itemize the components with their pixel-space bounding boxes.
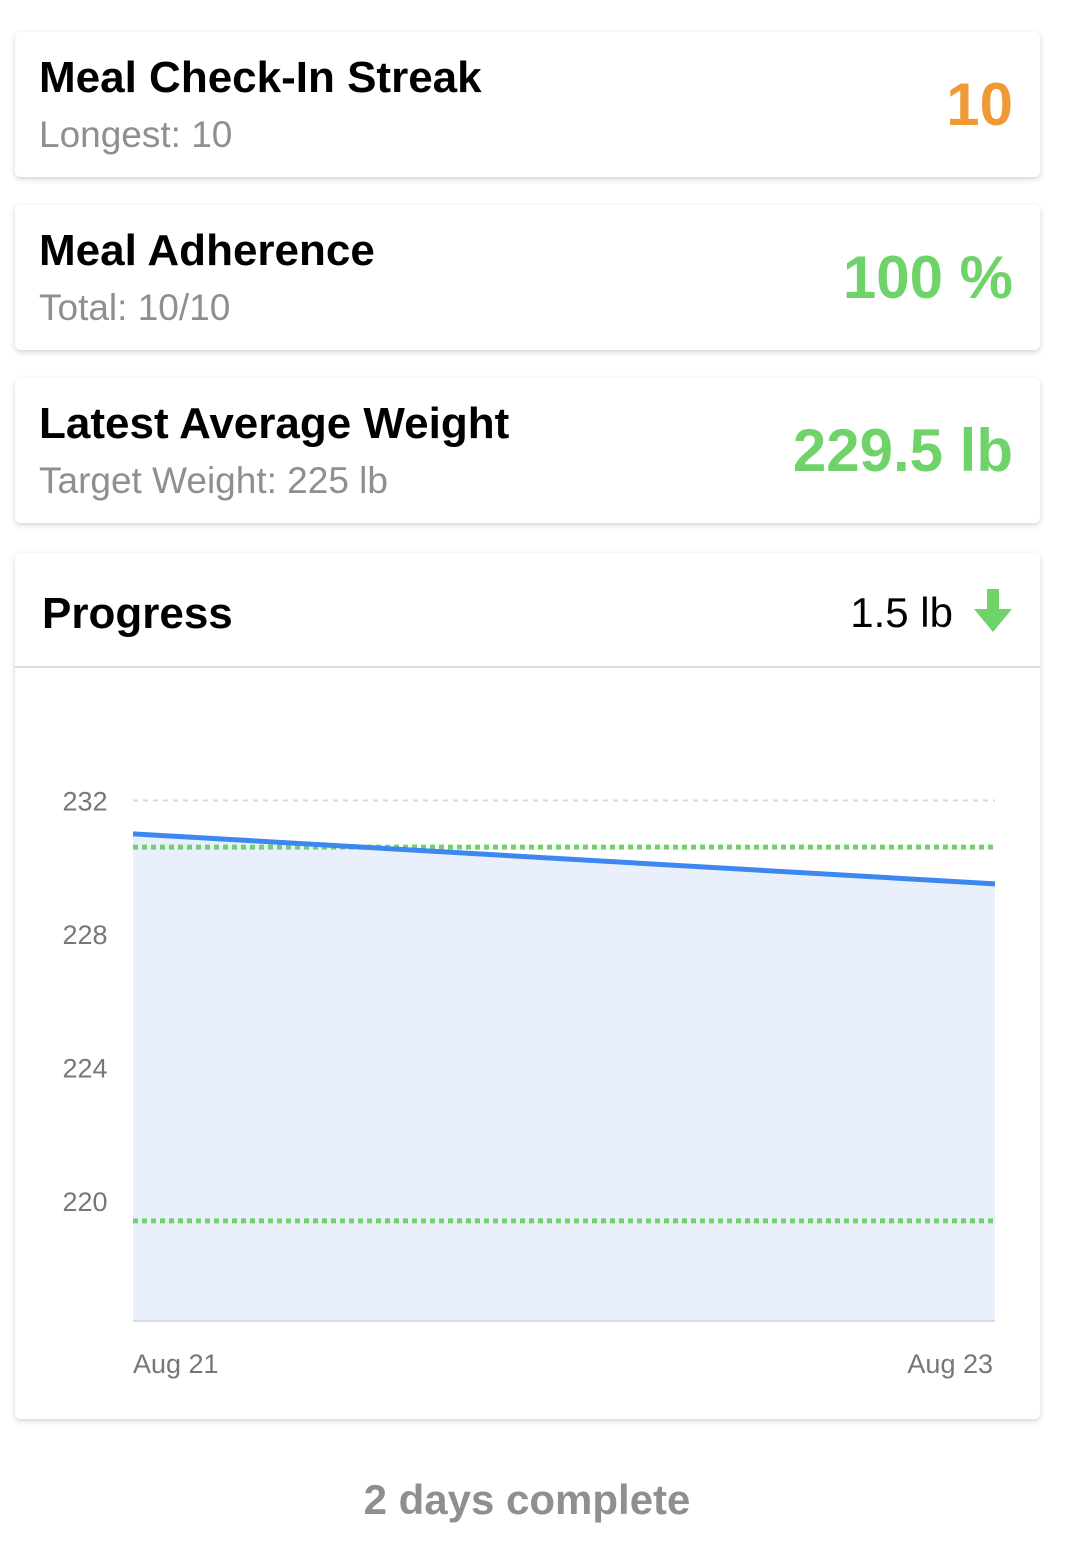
card-subtitle: Target Weight: 225 lb	[39, 460, 388, 501]
y-tick-label: 228	[62, 920, 107, 950]
down-arrow-icon	[974, 589, 1012, 632]
card	[15, 378, 1040, 523]
card	[15, 205, 1040, 350]
footer-text: 2 days complete	[364, 1476, 691, 1523]
card-subtitle: Longest: 10	[39, 114, 232, 155]
y-tick-label: 232	[62, 786, 107, 816]
y-tick-label: 224	[62, 1053, 107, 1083]
card-value: 229.5 lb	[793, 417, 1013, 484]
card-title: Meal Check-In Streak	[39, 53, 482, 102]
progress-change: 1.5 lb	[850, 589, 953, 636]
x-tick-label: Aug 23	[907, 1349, 993, 1379]
card-title: Meal Adherence	[39, 226, 375, 275]
card-subtitle: Total: 10/10	[39, 287, 230, 328]
line	[132, 831, 996, 887]
card-value: 10	[946, 71, 1013, 138]
card	[15, 32, 1040, 177]
card-value: 100 %	[843, 244, 1013, 311]
x-tick-label: Aug 21	[133, 1349, 219, 1379]
card-title: Latest Average Weight	[39, 399, 510, 448]
y-tick-label: 220	[62, 1187, 107, 1217]
area	[133, 833, 995, 1321]
progress-title: Progress	[42, 589, 233, 638]
